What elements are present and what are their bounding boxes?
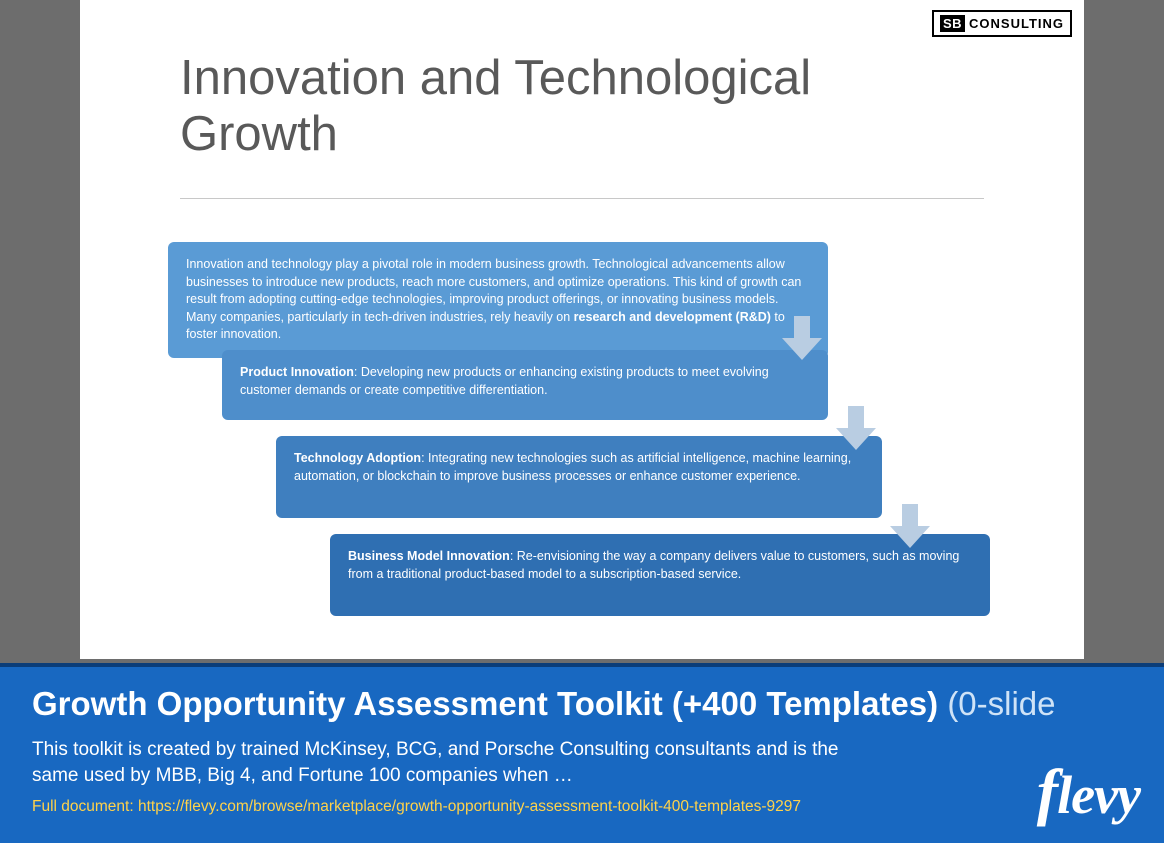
down-arrow-icon	[836, 406, 876, 450]
step-lead: Product Innovation	[240, 365, 354, 379]
footer-description: This toolkit is created by trained McKin…	[32, 737, 852, 788]
title-rule	[180, 198, 984, 199]
brand-logo: SB CONSULTING	[932, 10, 1072, 37]
intro-box: Innovation and technology play a pivotal…	[168, 242, 828, 358]
step-lead: Business Model Innovation	[348, 549, 510, 563]
step-lead: Technology Adoption	[294, 451, 421, 465]
footer-title: Growth Opportunity Assessment Toolkit (+…	[32, 685, 1132, 723]
footer-title-main: Growth Opportunity Assessment Toolkit (+…	[32, 685, 938, 722]
down-arrow-icon	[782, 316, 822, 360]
brand-sb: SB	[940, 15, 965, 32]
flevy-logo: flevy	[1037, 755, 1140, 829]
down-arrow-icon	[890, 504, 930, 548]
slide-title: Innovation and Technological Growth	[180, 50, 960, 163]
footer-link[interactable]: Full document: https://flevy.com/browse/…	[32, 798, 1132, 816]
step-box-2: Technology Adoption: Integrating new tec…	[276, 436, 882, 518]
footer-title-paren: (0-slide	[947, 685, 1055, 722]
step-box-1: Product Innovation: Developing new produ…	[222, 350, 828, 420]
slide: SB CONSULTING Innovation and Technologic…	[80, 0, 1084, 659]
footer-banner: Growth Opportunity Assessment Toolkit (+…	[0, 663, 1164, 843]
brand-consulting: CONSULTING	[969, 16, 1064, 31]
